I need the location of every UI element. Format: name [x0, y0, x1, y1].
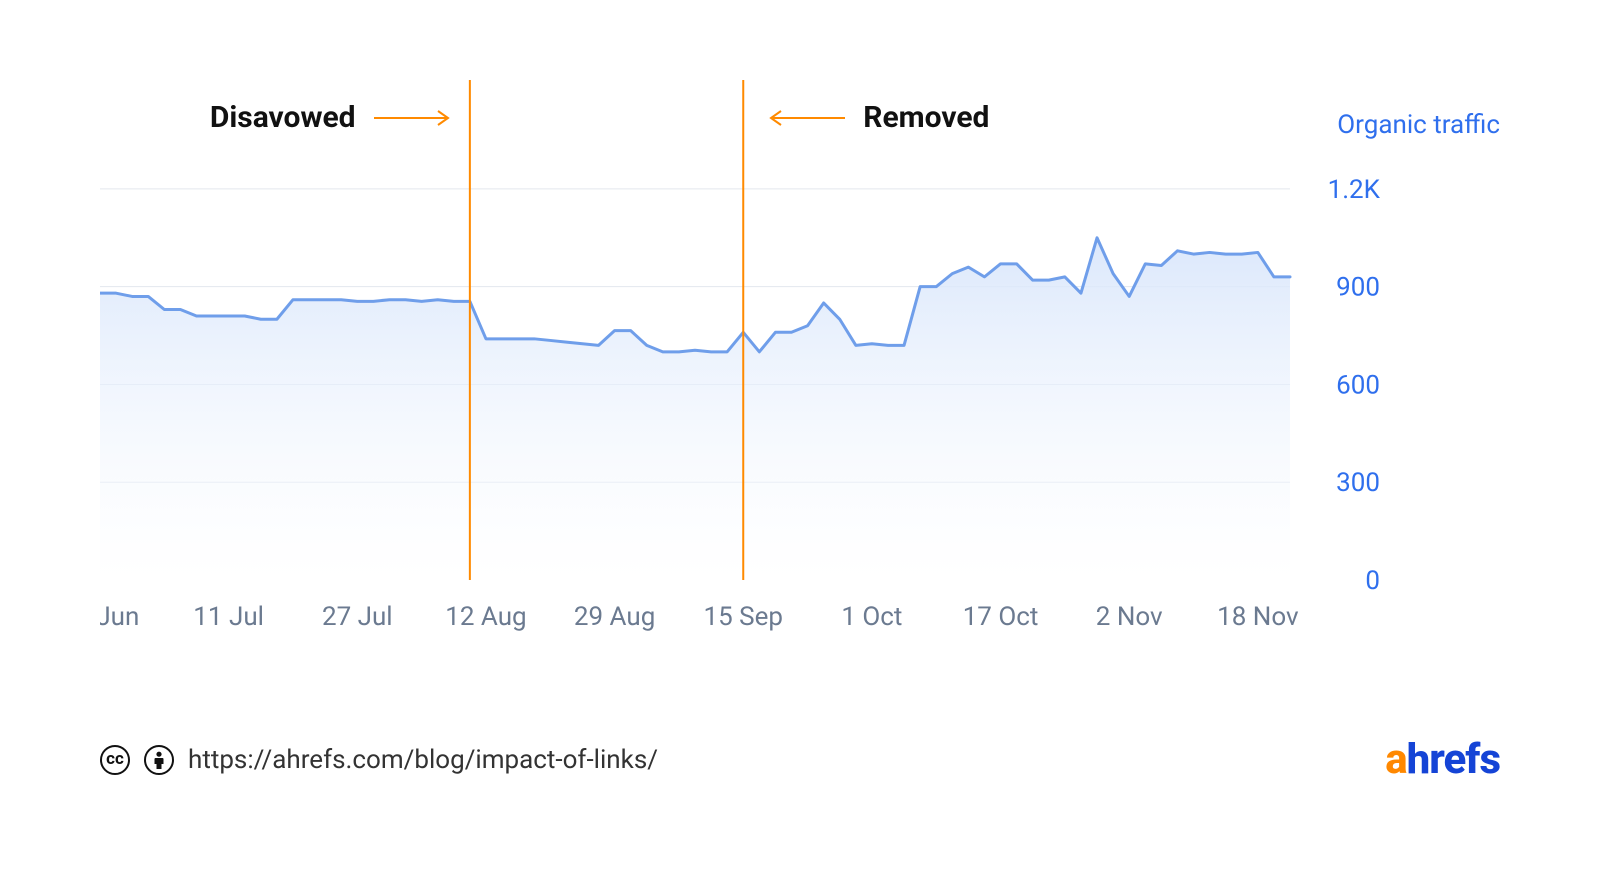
- annotation-removed: Removed: [761, 100, 989, 135]
- svg-text:900: 900: [1336, 273, 1380, 303]
- svg-text:2 Nov: 2 Nov: [1096, 602, 1163, 632]
- svg-text:600: 600: [1336, 370, 1380, 400]
- annotation-disavowed: Disavowed: [210, 100, 458, 135]
- chart-svg: 0 300 600 900 1.2K 25 Jun 11 Jul 27 Jul 12 Aug 29…: [100, 80, 1500, 660]
- svg-text:1.2K: 1.2K: [1328, 175, 1381, 205]
- traffic-chart: Organic traffic 03006009001.2K25 Jun11 J…: [100, 80, 1500, 660]
- annotation-removed-label: Removed: [863, 100, 989, 135]
- svg-text:27 Jul: 27 Jul: [322, 602, 393, 632]
- cc-license-icon: cc: [100, 745, 130, 775]
- svg-text:12 Aug: 12 Aug: [445, 602, 526, 632]
- svg-text:25 Jun: 25 Jun: [100, 602, 139, 632]
- svg-text:0: 0: [1365, 566, 1380, 596]
- footer: cc https://ahrefs.com/blog/impact-of-lin…: [100, 735, 1500, 784]
- svg-text:15 Sep: 15 Sep: [703, 602, 783, 632]
- svg-text:29 Aug: 29 Aug: [574, 602, 655, 632]
- svg-text:300: 300: [1336, 468, 1380, 498]
- arrow-left-icon: [761, 108, 845, 128]
- annotation-disavowed-label: Disavowed: [210, 100, 356, 135]
- ahrefs-logo: ahrefs: [1385, 735, 1500, 784]
- svg-text:17 Oct: 17 Oct: [963, 602, 1039, 632]
- by-license-icon: [144, 745, 174, 775]
- svg-text:11 Jul: 11 Jul: [193, 602, 264, 632]
- arrow-right-icon: [374, 108, 458, 128]
- svg-text:18 Nov: 18 Nov: [1217, 602, 1299, 632]
- svg-text:1 Oct: 1 Oct: [841, 602, 902, 632]
- footer-left: cc https://ahrefs.com/blog/impact-of-lin…: [100, 745, 658, 775]
- source-url: https://ahrefs.com/blog/impact-of-links/: [188, 745, 658, 775]
